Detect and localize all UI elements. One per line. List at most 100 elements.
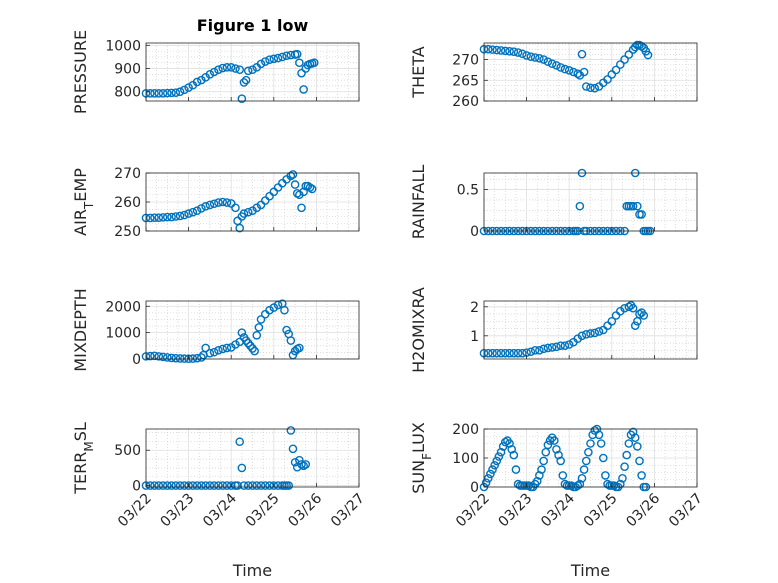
- y-tick-label: 270: [452, 53, 479, 69]
- data-point: [205, 348, 215, 358]
- data-point: [180, 85, 189, 95]
- data-point: [150, 89, 159, 98]
- data-point: [239, 481, 249, 490]
- data-point: [158, 352, 168, 362]
- data-point: [184, 481, 193, 490]
- data-point: [288, 444, 298, 454]
- data-point: [250, 346, 259, 356]
- data-point: [539, 55, 548, 64]
- x-axis-label: Time: [570, 561, 610, 580]
- data-point: [226, 63, 236, 72]
- data-point: [547, 59, 557, 69]
- data-point: [588, 430, 597, 440]
- data-point: [637, 471, 646, 480]
- data-point: [500, 437, 510, 447]
- axes-box: [145, 42, 360, 102]
- y-tick-label: 100: [452, 451, 479, 467]
- data-point: [265, 481, 274, 490]
- data-point: [205, 70, 215, 79]
- data-point: [158, 213, 168, 222]
- data-point: [590, 328, 600, 338]
- data-point: [158, 481, 168, 490]
- data-point: [490, 460, 499, 470]
- data-point: [145, 213, 155, 223]
- data-point: [286, 336, 296, 345]
- data-point: [594, 430, 604, 440]
- data-point: [162, 481, 172, 490]
- data-point: [222, 481, 232, 490]
- data-point: [218, 344, 227, 354]
- data-point: [526, 52, 536, 61]
- data-point: [180, 481, 189, 490]
- data-point: [256, 200, 266, 210]
- data-point: [254, 323, 264, 332]
- data-point: [286, 171, 296, 181]
- data-point: [197, 353, 206, 362]
- data-point: [273, 481, 283, 490]
- data-point: [205, 481, 215, 490]
- data-point: [209, 67, 219, 77]
- data-point: [218, 197, 227, 207]
- data-point: [214, 345, 223, 355]
- data-point: [269, 303, 279, 312]
- data-point: [299, 461, 308, 471]
- data-point: [188, 481, 198, 490]
- y-tick-label: 270: [114, 166, 141, 182]
- data-point: [180, 210, 189, 220]
- plot-area: [484, 173, 697, 231]
- data-point: [214, 65, 223, 74]
- data-point: [273, 183, 283, 192]
- data-point: [269, 54, 279, 64]
- data-point: [209, 481, 219, 490]
- data-point: [630, 433, 640, 443]
- data-point: [603, 75, 612, 84]
- data-point: [175, 481, 185, 490]
- data-point: [526, 347, 536, 357]
- y-axis-label: AIRTEMP: [71, 168, 96, 236]
- data-point: [628, 427, 638, 437]
- data-point: [260, 481, 270, 490]
- x-tick-label: 03/23: [496, 491, 536, 531]
- x-tick-label: 03/24: [200, 490, 240, 530]
- data-point: [237, 463, 247, 473]
- data-point: [579, 465, 589, 474]
- data-point: [601, 471, 610, 480]
- data-point: [226, 481, 236, 490]
- data-point: [535, 471, 544, 480]
- data-point: [569, 67, 578, 77]
- data-point: [509, 47, 519, 57]
- data-point: [235, 223, 245, 233]
- data-point: [586, 439, 595, 448]
- data-point: [518, 348, 527, 358]
- data-point: [214, 198, 223, 207]
- data-point: [554, 450, 563, 460]
- data-point: [522, 51, 531, 60]
- data-point: [556, 456, 565, 466]
- data-point: [622, 450, 632, 460]
- data-point: [167, 481, 176, 490]
- data-point: [218, 481, 227, 490]
- data-point: [286, 426, 296, 435]
- data-point: [552, 61, 561, 70]
- data-point: [483, 473, 493, 483]
- data-point: [628, 201, 638, 211]
- data-point: [488, 348, 497, 358]
- data-point: [590, 426, 600, 435]
- data-point: [488, 465, 497, 474]
- data-point: [535, 54, 544, 63]
- data-point: [252, 330, 262, 340]
- x-tick-label: 03/24: [538, 490, 578, 530]
- y-tick-label: 260: [452, 94, 479, 110]
- x-tick-label: 03/26: [623, 490, 663, 530]
- data-point: [222, 63, 232, 72]
- data-point: [573, 481, 583, 490]
- data-point: [635, 309, 644, 319]
- data-point: [586, 83, 595, 93]
- data-point: [218, 63, 227, 73]
- data-point: [552, 444, 561, 454]
- data-point: [284, 481, 294, 490]
- data-point: [581, 330, 591, 339]
- data-point: [543, 343, 553, 353]
- data-point: [481, 478, 491, 487]
- y-tick-label: 250: [114, 224, 141, 240]
